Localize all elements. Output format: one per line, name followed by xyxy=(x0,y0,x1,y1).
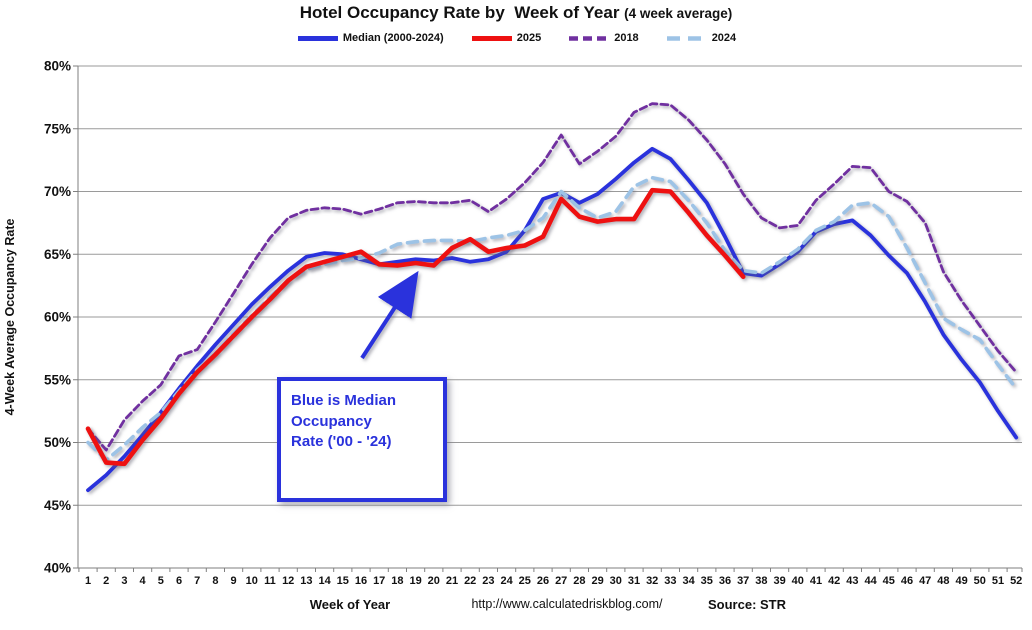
x-tick-label: 4 xyxy=(140,575,147,587)
y-tick-label: 70% xyxy=(44,184,71,199)
x-tick-label: 43 xyxy=(846,575,858,587)
x-tick-label: 23 xyxy=(482,575,494,587)
annotation-box: Blue is Median Occupancy Rate ('00 - '24… xyxy=(277,377,447,502)
legend-item-2024: 2024 xyxy=(665,32,736,44)
footer: Week of Year http://www.calculatedriskbl… xyxy=(0,597,1032,619)
x-tick-label: 40 xyxy=(792,575,804,587)
x-tick-label: 45 xyxy=(883,575,895,587)
x-tick-label: 19 xyxy=(409,575,421,587)
x-tick-label: 12 xyxy=(282,575,294,587)
x-tick-label: 50 xyxy=(974,575,986,587)
series-line-2024 xyxy=(86,175,1018,462)
gridlines xyxy=(78,65,1022,569)
x-tick-label: 18 xyxy=(391,575,403,587)
x-tick-label: 22 xyxy=(464,575,476,587)
x-tick-label: 46 xyxy=(901,575,913,587)
x-tick-label: 26 xyxy=(537,575,549,587)
footer-url: http://www.calculatedriskblog.com/ xyxy=(471,597,663,611)
x-tick-label: 38 xyxy=(755,575,767,587)
x-tick-label: 30 xyxy=(610,575,622,587)
x-tick-label: 10 xyxy=(246,575,258,587)
x-tick-label: 2 xyxy=(103,575,109,587)
x-tick-label: 52 xyxy=(1010,575,1022,587)
y-tick-label: 65% xyxy=(44,247,71,262)
y-tick-label: 80% xyxy=(44,59,71,74)
x-tick-label: 35 xyxy=(701,575,713,587)
y-tick-label: 75% xyxy=(44,121,71,136)
x-tick-label: 1 xyxy=(85,575,91,587)
y-tick-label: 40% xyxy=(44,561,71,576)
x-tick-label: 44 xyxy=(864,575,877,587)
x-tick-label: 34 xyxy=(682,575,695,587)
series-lines xyxy=(85,102,1019,493)
x-tick-label: 37 xyxy=(737,575,749,587)
x-tick-label: 16 xyxy=(355,575,367,587)
legend-item-2025: 2025 xyxy=(470,32,541,44)
x-tick-label: 14 xyxy=(318,575,331,587)
x-tick-label: 48 xyxy=(937,575,949,587)
legend-swatch-2018 xyxy=(569,35,610,41)
legend-swatch-2024 xyxy=(666,35,707,41)
x-tick-label: 33 xyxy=(664,575,676,587)
legend-item-median-2000-2024: Median (2000-2024) xyxy=(296,32,444,44)
x-tick-label: 32 xyxy=(646,575,658,587)
series-line-2018 xyxy=(86,102,1018,452)
x-tick-label: 36 xyxy=(719,575,731,587)
y-tick-label: 45% xyxy=(44,498,71,513)
chart-title-main: Hotel Occupancy Rate by Week of Year xyxy=(299,3,625,22)
legend-swatch-median-2000-2024 xyxy=(297,35,338,41)
legend-label-2018: 2018 xyxy=(614,32,639,44)
chart-legend: Median (2000-2024) 2025 2018 2024 xyxy=(0,32,1032,44)
series-line-2025 xyxy=(85,187,746,467)
legend-label-2025: 2025 xyxy=(516,32,542,44)
x-tick-label: 5 xyxy=(158,575,164,587)
x-tick-label: 39 xyxy=(773,575,785,587)
x-tick-label: 51 xyxy=(992,575,1004,587)
x-tick-label: 28 xyxy=(573,575,585,587)
legend-item-2018: 2018 xyxy=(567,32,639,44)
legend-label-2024: 2024 xyxy=(711,32,737,44)
y-tick-label: 60% xyxy=(44,310,71,325)
x-tick-label: 49 xyxy=(955,575,967,587)
x-tick-label: 24 xyxy=(500,575,513,587)
x-tick-label: 9 xyxy=(231,575,237,587)
footer-source: Source: STR xyxy=(707,597,787,612)
series-line-median-2000-2024 xyxy=(86,146,1019,493)
legend-swatch-2025 xyxy=(471,35,512,41)
chart-title: Hotel Occupancy Rate by Week of Year (4 … xyxy=(0,3,1032,23)
x-tick-label: 6 xyxy=(176,575,182,587)
annotation-arrow xyxy=(360,270,419,360)
x-tick-label: 8 xyxy=(212,575,218,587)
chart-title-suffix: (4 week average) xyxy=(624,6,733,21)
x-tick-label: 27 xyxy=(555,575,567,587)
x-axis-title: Week of Year xyxy=(309,597,391,612)
legend-label-median-2000-2024: Median (2000-2024) xyxy=(342,32,444,44)
axis-labels: 40%45%50%55%60%65%70%75%80%1 2 3 4 5 6 7 8 9 10 11… xyxy=(3,59,1022,588)
axes xyxy=(73,65,1023,572)
x-tick-label: 7 xyxy=(194,575,200,587)
x-tick-label: 25 xyxy=(519,575,531,587)
y-tick-label: 55% xyxy=(44,372,71,387)
x-tick-label: 41 xyxy=(810,575,822,587)
x-tick-label: 3 xyxy=(121,575,127,587)
x-tick-label: 11 xyxy=(264,575,276,587)
x-tick-label: 29 xyxy=(591,575,603,587)
x-tick-label: 47 xyxy=(919,575,931,587)
x-tick-label: 17 xyxy=(373,575,385,587)
x-tick-label: 15 xyxy=(337,575,349,587)
x-tick-label: 13 xyxy=(300,575,312,587)
x-tick-label: 31 xyxy=(628,575,640,587)
x-tick-label: 20 xyxy=(428,575,440,587)
y-axis-title: 4-Week Average Occupancy Rate xyxy=(3,219,17,416)
y-tick-label: 50% xyxy=(44,435,71,450)
x-tick-label: 21 xyxy=(446,575,458,587)
x-tick-label: 42 xyxy=(828,575,840,587)
